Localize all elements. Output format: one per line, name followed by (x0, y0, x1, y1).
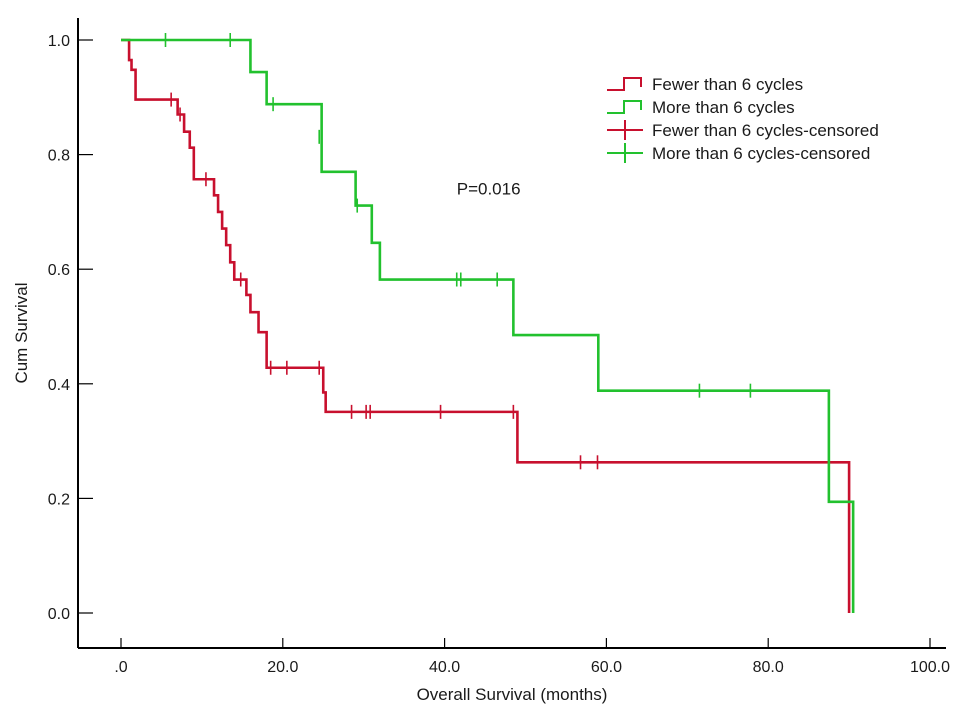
y-tick-label: 0.8 (48, 148, 70, 165)
legend: Fewer than 6 cycles More than 6 cycles Few… (607, 75, 879, 163)
x-tick-label: 80.0 (753, 659, 784, 676)
x-tick-label: .0 (114, 659, 127, 676)
legend-step-symbol (607, 77, 642, 91)
y-tick-label: 1.0 (48, 33, 70, 50)
axes: 0.0 0.2 0.4 0.6 0.8 1.0 .0 20.0 40.0 60.0 80.0 100.… (12, 18, 950, 704)
legend-item: More than 6 cycles-censored (607, 143, 870, 163)
legend-item: Fewer than 6 cycles-censored (607, 120, 879, 140)
y-tick-label: 0.4 (48, 377, 70, 394)
x-axis-label: Overall Survival (months) (417, 685, 608, 704)
y-tick-label: 0.6 (48, 262, 70, 279)
series-layer (121, 33, 855, 613)
legend-label: Fewer than 6 cycles (652, 75, 803, 94)
legend-step-symbol (607, 100, 642, 114)
y-tick-label: 0.2 (48, 491, 70, 508)
legend-item: More than 6 cycles (607, 98, 795, 117)
x-tick-label: 100.0 (910, 659, 950, 676)
y-tick-label: 0.0 (48, 606, 70, 623)
p-value-annotation: P=0.016 (457, 180, 521, 199)
annotations: P=0.016 (457, 180, 521, 199)
x-tick-label: 60.0 (591, 659, 622, 676)
survival-step-line (121, 38, 851, 613)
legend-label: More than 6 cycles (652, 98, 795, 117)
legend-label: Fewer than 6 cycles-censored (652, 121, 879, 140)
legend-item: Fewer than 6 cycles (607, 75, 803, 94)
series-more-than-6 (121, 33, 855, 613)
survival-step-line (121, 38, 855, 613)
series-fewer-than-6 (121, 38, 851, 613)
x-tick-label: 20.0 (267, 659, 298, 676)
x-tick-label: 40.0 (429, 659, 460, 676)
y-axis-label: Cum Survival (12, 282, 31, 383)
legend-label: More than 6 cycles-censored (652, 144, 870, 163)
